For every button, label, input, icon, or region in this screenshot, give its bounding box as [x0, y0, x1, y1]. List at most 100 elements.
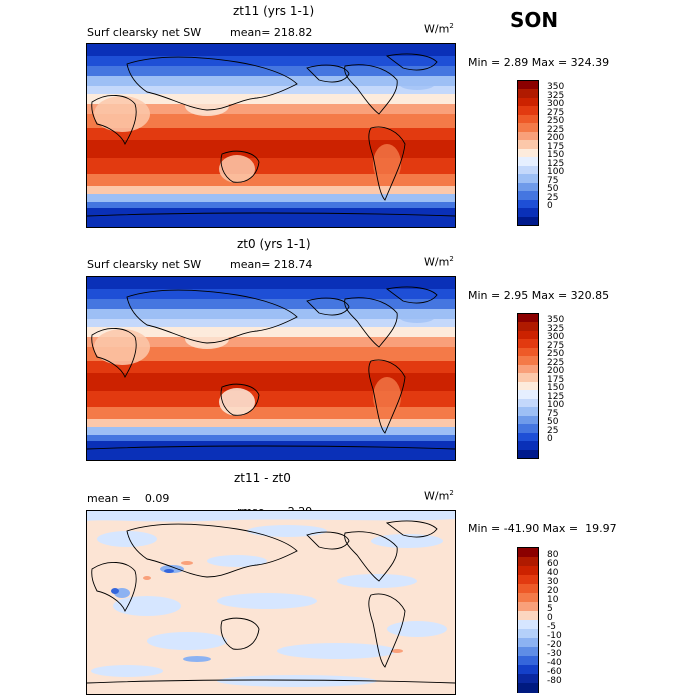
- panel-3-map: [86, 510, 456, 695]
- panel-1-mean-label: mean= 218.82: [230, 26, 313, 39]
- colorbar-swatch: [518, 140, 538, 150]
- colorbar-tick-label: 300: [547, 332, 565, 343]
- panel-3-title: zt11 - zt0: [234, 471, 291, 485]
- colorbar-tick-label: 0: [547, 201, 553, 212]
- colorbar-tick-label: 325: [547, 90, 565, 101]
- colorbar-swatch: [518, 620, 538, 630]
- colorbar-swatch: [518, 398, 538, 408]
- colorbar-tick-label: 75: [547, 175, 559, 186]
- colorbar-swatch: [518, 131, 538, 141]
- colorbar-swatch: [518, 114, 538, 124]
- panel-1-unit: W/m2: [424, 22, 454, 36]
- colorbar-tick-label: 350: [547, 82, 565, 93]
- panel-3-unit: W/m2: [424, 489, 454, 503]
- colorbar-swatch: [518, 656, 538, 666]
- colorbar-tick-label: 0: [547, 434, 553, 445]
- colorbar-tick-label: -5: [547, 622, 556, 632]
- panel-1-variable-label: Surf clearsky net SW: [87, 26, 202, 39]
- colorbar-tick-label: 60: [547, 559, 559, 569]
- colorbar-swatch: [518, 584, 538, 594]
- panel-2-map: [86, 276, 456, 461]
- panel-3-colorbar: [517, 547, 539, 693]
- colorbar-tick-label: 50: [547, 184, 559, 195]
- colorbar-tick-label: -60: [547, 667, 562, 677]
- colorbar-swatch: [518, 216, 538, 226]
- colorbar-swatch: [518, 157, 538, 167]
- colorbar-tick-label: 225: [547, 357, 565, 368]
- panel-1-map-svg: [87, 44, 455, 227]
- colorbar-tick-label: 30: [547, 577, 559, 587]
- colorbar-tick-label: 75: [547, 408, 559, 419]
- colorbar-swatch: [518, 683, 538, 693]
- colorbar-tick-label: 50: [547, 417, 559, 428]
- colorbar-tick-label: -30: [547, 649, 562, 659]
- colorbar-tick-label: 125: [547, 158, 565, 169]
- colorbar-swatch: [518, 415, 538, 425]
- colorbar-swatch: [518, 674, 538, 684]
- colorbar-swatch: [518, 339, 538, 349]
- colorbar-tick-label: 175: [547, 374, 565, 385]
- season-label: SON: [510, 8, 559, 32]
- colorbar-swatch: [518, 629, 538, 639]
- panel-2-variable-label: Surf clearsky net SW: [87, 258, 202, 271]
- colorbar-swatch: [518, 390, 538, 400]
- colorbar-tick-label: -80: [547, 676, 562, 686]
- colorbar-swatch: [518, 449, 538, 459]
- colorbar-tick-label: 150: [547, 150, 565, 161]
- colorbar-swatch: [518, 575, 538, 585]
- colorbar-swatch: [518, 557, 538, 567]
- panel-2-title: zt0 (yrs 1-1): [237, 237, 311, 251]
- colorbar-tick-label: 125: [547, 391, 565, 402]
- colorbar-swatch: [518, 611, 538, 621]
- colorbar-swatch: [518, 330, 538, 340]
- colorbar-swatch: [518, 182, 538, 192]
- colorbar-swatch: [518, 97, 538, 107]
- panel-2-minmax: Min = 2.95 Max = 320.85: [468, 289, 610, 302]
- colorbar-tick-label: 25: [547, 192, 559, 203]
- colorbar-tick-label: 25: [547, 425, 559, 436]
- colorbar-tick-label: 225: [547, 124, 565, 135]
- panel-2-map-svg: [87, 277, 455, 460]
- colorbar-swatch: [518, 407, 538, 417]
- colorbar-tick-label: 5: [547, 604, 553, 614]
- colorbar-swatch: [518, 647, 538, 657]
- colorbar-tick-label: 175: [547, 141, 565, 152]
- colorbar-tick-label: -40: [547, 658, 562, 668]
- colorbar-tick-label: 275: [547, 340, 565, 351]
- colorbar-swatch: [518, 208, 538, 218]
- panel-2-colorbar: [517, 313, 539, 459]
- colorbar-swatch: [518, 665, 538, 675]
- colorbar-swatch: [518, 165, 538, 175]
- colorbar-swatch: [518, 432, 538, 442]
- colorbar-swatch: [518, 81, 538, 90]
- colorbar-swatch: [518, 199, 538, 209]
- colorbar-swatch: [518, 314, 538, 323]
- colorbar-swatch: [518, 548, 538, 558]
- colorbar-tick-label: 200: [547, 133, 565, 144]
- colorbar-swatch: [518, 424, 538, 434]
- colorbar-tick-label: 80: [547, 550, 559, 560]
- colorbar-tick-label: 325: [547, 323, 565, 334]
- panel-1-map: [86, 43, 456, 228]
- colorbar-tick-label: 275: [547, 107, 565, 118]
- colorbar-swatch: [518, 356, 538, 366]
- colorbar-tick-label: 200: [547, 366, 565, 377]
- colorbar-swatch: [518, 373, 538, 383]
- colorbar-swatch: [518, 191, 538, 201]
- colorbar-tick-label: 150: [547, 383, 565, 394]
- colorbar-swatch: [518, 441, 538, 451]
- colorbar-tick-label: -20: [547, 640, 562, 650]
- colorbar-tick-label: 20: [547, 586, 559, 596]
- colorbar-tick-label: 300: [547, 99, 565, 110]
- colorbar-swatch: [518, 174, 538, 184]
- panel-1-minmax: Min = 2.89 Max = 324.39: [468, 56, 610, 69]
- colorbar-tick-label: -10: [547, 631, 562, 641]
- colorbar-swatch: [518, 593, 538, 603]
- colorbar-swatch: [518, 566, 538, 576]
- panel-2-mean-label: mean= 218.74: [230, 258, 313, 271]
- colorbar-swatch: [518, 347, 538, 357]
- colorbar-swatch: [518, 638, 538, 648]
- colorbar-tick-label: 100: [547, 400, 565, 411]
- colorbar-swatch: [518, 148, 538, 158]
- colorbar-swatch: [518, 89, 538, 99]
